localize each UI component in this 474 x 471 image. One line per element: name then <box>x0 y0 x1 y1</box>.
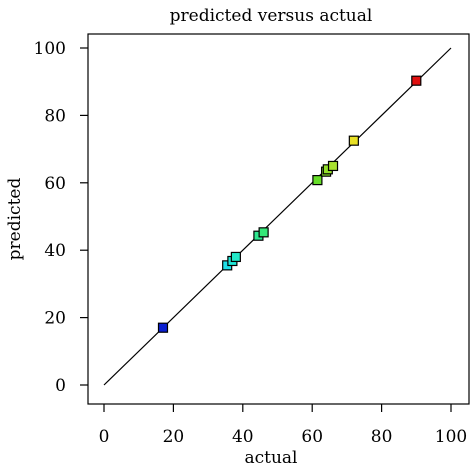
chart-title: predicted versus actual <box>170 6 373 26</box>
reference-line <box>103 47 452 386</box>
x-axis: 0 20 40 60 80 100 <box>99 404 467 447</box>
data-point <box>157 322 169 333</box>
data-points <box>157 75 422 333</box>
data-point <box>348 135 359 146</box>
x-tick-label: 20 <box>163 427 185 447</box>
x-axis-label: actual <box>244 448 297 468</box>
y-tick-label: 0 <box>55 376 66 396</box>
data-point <box>230 251 241 263</box>
y-tick-label: 20 <box>44 309 66 329</box>
data-point <box>258 227 269 238</box>
x-tick-label: 100 <box>435 427 467 447</box>
y-tick-label: 100 <box>34 39 66 59</box>
y-tick-label: 80 <box>44 106 66 126</box>
data-point <box>312 175 323 186</box>
x-tick-label: 40 <box>232 427 254 447</box>
y-axis: 0 20 40 60 80 100 <box>34 39 88 396</box>
data-point <box>411 75 422 86</box>
data-point <box>327 160 339 172</box>
x-tick-label: 80 <box>371 427 393 447</box>
x-tick-label: 60 <box>301 427 323 447</box>
y-axis-label: predicted <box>5 178 25 261</box>
x-tick-label: 0 <box>99 427 110 447</box>
plot-frame <box>87 33 470 405</box>
y-tick-label: 60 <box>44 174 66 194</box>
y-tick-label: 40 <box>44 241 66 261</box>
